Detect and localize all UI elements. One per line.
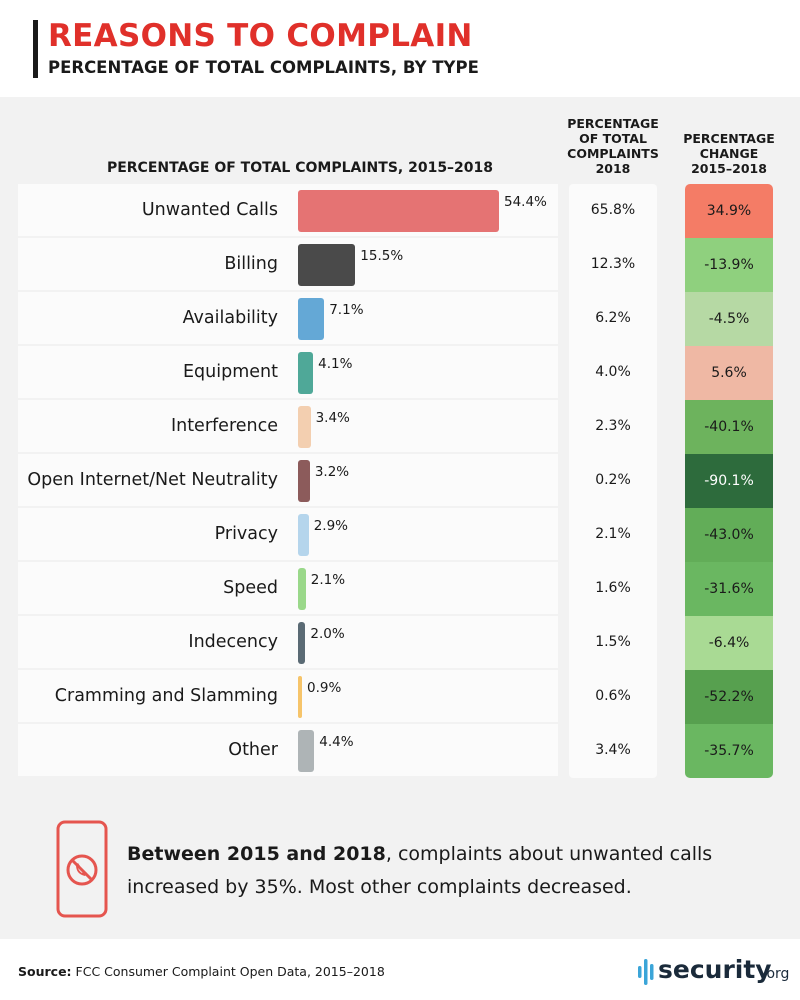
pct-change-cell: -4.5% — [685, 292, 773, 346]
pct-change-cell: 34.9% — [685, 184, 773, 238]
bar — [298, 244, 356, 286]
bar — [298, 190, 499, 232]
bar-value-label: 2.1% — [310, 572, 346, 588]
col-2018-header-line: PERCENTAGE — [567, 116, 659, 131]
col-change-cells: 34.9% -13.9% -4.5% 5.6% -40.1% -90.1% -43.0% -3… — [685, 184, 773, 778]
source: Source: FCC Consumer Complaint Open Data… — [18, 964, 385, 979]
table-row — [18, 616, 558, 668]
bar-value-label: 15.5% — [360, 248, 404, 264]
pct-2018-cell: 2.3% — [595, 418, 631, 434]
bar-value-label: 4.1% — [318, 356, 353, 372]
col-change-header-line: 2015–2018 — [691, 161, 767, 176]
bar — [298, 298, 325, 340]
chart-header: PERCENTAGE OF TOTAL COMPLAINTS, 2015–201… — [106, 160, 494, 176]
bar-value-label: 2.0% — [310, 626, 345, 642]
table-row — [18, 346, 558, 398]
bar-value-label: 4.4% — [319, 734, 354, 750]
pct-2018-cell: 6.2% — [595, 310, 631, 326]
bar-value-label: 54.4% — [504, 194, 547, 210]
bar — [298, 406, 311, 448]
table-row — [18, 400, 558, 452]
table-row — [18, 292, 558, 344]
pct-change-cell: -13.9% — [685, 238, 773, 292]
bar — [298, 730, 315, 772]
category-label: Equipment — [183, 362, 278, 382]
note-body: , complaints about unwanted calls increa… — [127, 843, 713, 898]
pct-2018-cell: 65.8% — [590, 202, 636, 218]
pct-2018-cell: 3.4% — [595, 742, 631, 758]
category-label: Cramming and Slamming — [54, 686, 278, 706]
security-logo[interactable]: security .org — [638, 955, 790, 989]
bar — [298, 460, 310, 502]
category-label: Open Internet/Net Neutrality — [27, 470, 278, 490]
table-row — [18, 724, 558, 776]
title-accent-bar — [33, 20, 38, 78]
pct-2018-cell: 1.6% — [595, 580, 631, 596]
logo-mark-icon — [638, 959, 654, 985]
col-change-header-line: CHANGE — [699, 146, 759, 161]
table-row — [18, 238, 558, 290]
category-label: Unwanted Calls — [141, 200, 278, 220]
page-title: REASONS TO COMPLAIN — [48, 18, 473, 54]
table-row — [18, 454, 558, 506]
col-2018-header: PERCENTAGE OF TOTAL COMPLAINTS 2018 — [560, 116, 666, 176]
pct-change-cell: -43.0% — [685, 508, 773, 562]
pct-change-cell: -31.6% — [685, 562, 773, 616]
col-2018-background — [569, 184, 657, 778]
pct-2018-cell: 2.1% — [595, 526, 631, 542]
pct-2018-cell: 1.5% — [595, 634, 631, 650]
header: REASONS TO COMPLAIN PERCENTAGE OF TOTAL … — [0, 0, 800, 97]
pct-2018-cell: 0.6% — [595, 688, 631, 704]
bar-value-label: 0.9% — [307, 680, 342, 696]
pct-2018-cell: 12.3% — [590, 256, 636, 272]
source-text: FCC Consumer Complaint Open Data, 2015–2… — [71, 964, 385, 979]
bar — [298, 352, 314, 394]
table-row — [18, 562, 558, 614]
note-bold: Between 2015 and 2018 — [127, 843, 386, 865]
pct-change-cell: -6.4% — [685, 616, 773, 670]
page-subtitle: PERCENTAGE OF TOTAL COMPLAINTS, BY TYPE — [48, 58, 479, 77]
bar-value-label: 7.1% — [329, 302, 364, 318]
pct-change-cell: -40.1% — [685, 400, 773, 454]
note-text: Between 2015 and 2018, complaints about … — [127, 838, 767, 904]
bar — [298, 622, 306, 664]
category-label: Availability — [182, 308, 278, 328]
pct-change-cell: -90.1% — [685, 454, 773, 508]
col-change-header: PERCENTAGE CHANGE 2015–2018 — [676, 131, 782, 176]
col-2018-header-line: OF TOTAL — [579, 131, 647, 146]
phone-blocked-icon — [56, 820, 108, 918]
bar — [298, 514, 309, 556]
category-label: Speed — [223, 578, 278, 598]
category-label: Privacy — [214, 524, 278, 544]
source-label: Source: — [18, 964, 72, 979]
pct-change-cell: 5.6% — [685, 346, 773, 400]
pct-change-cell: -35.7% — [685, 724, 773, 778]
category-label: Indecency — [188, 632, 278, 652]
bar-value-label: 3.2% — [314, 464, 350, 480]
bar-value-label: 2.9% — [313, 518, 349, 534]
category-label: Interference — [170, 416, 278, 436]
col-change-header-line: PERCENTAGE — [683, 131, 775, 146]
logo-name: security — [658, 955, 772, 984]
bar-value-label: 3.4% — [315, 410, 350, 426]
category-label: Other — [228, 740, 278, 760]
pct-change-cell: -52.2% — [685, 670, 773, 724]
col-2018-header-line: COMPLAINTS — [567, 146, 659, 161]
table-row — [18, 508, 558, 560]
pct-2018-cell: 0.2% — [595, 472, 631, 488]
table-row — [18, 670, 558, 722]
col-2018-header-line: 2018 — [595, 161, 631, 176]
category-label: Billing — [224, 254, 278, 274]
logo-tld: .org — [762, 966, 790, 982]
bar — [298, 676, 302, 718]
bar — [298, 568, 306, 610]
pct-2018-cell: 4.0% — [595, 364, 631, 380]
